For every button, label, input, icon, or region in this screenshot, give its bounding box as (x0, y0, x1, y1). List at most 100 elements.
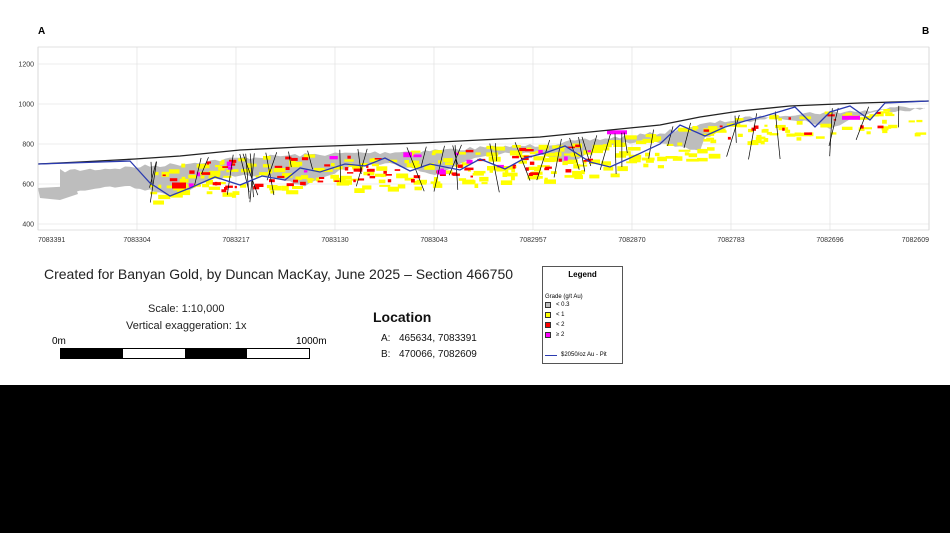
grade-block (303, 154, 316, 158)
grade-block (465, 149, 474, 153)
grade-block (292, 186, 304, 189)
grade-block (218, 166, 225, 171)
grade-block (254, 183, 264, 187)
x-tick-label: 7083043 (420, 237, 447, 244)
grade-block (692, 126, 697, 131)
drill-trace (433, 145, 445, 192)
grade-block (747, 141, 759, 146)
grade-block (461, 162, 471, 166)
legend-subtitle: Grade (g/t Au) (545, 294, 583, 300)
grade-block (785, 129, 791, 133)
grade-block (173, 187, 186, 191)
grade-block (641, 157, 655, 161)
grade-block (362, 185, 372, 190)
grade-block (703, 139, 711, 142)
grade-block (171, 194, 183, 198)
y-tick-label: 1200 (18, 62, 34, 69)
grade-block (487, 166, 497, 171)
grade-block (804, 132, 812, 135)
grade-block (344, 159, 354, 162)
grade-block (530, 172, 539, 175)
grade-block (201, 172, 211, 175)
grade-block (307, 178, 313, 183)
grade-block (769, 117, 779, 120)
grade-block (216, 174, 220, 177)
grade-block (845, 112, 853, 115)
grade-block (526, 147, 532, 151)
grade-block (431, 153, 436, 156)
grade-block (527, 174, 540, 180)
grade-block (629, 159, 633, 162)
grade-block (387, 186, 399, 192)
grade-block (881, 126, 892, 129)
drill-trace (420, 146, 427, 169)
grade-block (224, 187, 228, 190)
grade-block (225, 185, 233, 188)
grade-block (719, 125, 723, 128)
grade-block (300, 175, 309, 180)
drill-trace (149, 161, 157, 203)
grade-block (577, 164, 588, 167)
drill-trace (623, 132, 628, 154)
grade-block (842, 115, 860, 120)
grade-block (794, 132, 801, 137)
grade-block (549, 156, 559, 162)
grade-block (545, 166, 552, 169)
grade-block (366, 165, 369, 168)
grade-block (589, 174, 600, 179)
drill-trace (454, 145, 459, 190)
grade-block (908, 120, 915, 123)
grade-block (443, 170, 453, 174)
grade-block (458, 178, 467, 181)
grade-block (414, 186, 422, 191)
drill-trace (266, 152, 278, 181)
grade-block (234, 185, 237, 189)
grade-block (564, 159, 574, 164)
grade-block (196, 172, 201, 177)
grade-block (497, 164, 504, 168)
drill-trace (569, 137, 580, 170)
grade-block (879, 111, 890, 114)
scale-bar-segment (185, 349, 247, 358)
grade-block (269, 179, 275, 183)
grade-block (575, 144, 580, 148)
grade-block (340, 175, 352, 180)
grade-block (510, 175, 515, 181)
drill-trace (614, 133, 617, 175)
legend-title: Legend (568, 270, 597, 279)
scale-bar-segment (61, 349, 123, 358)
grade-block (273, 168, 286, 173)
grade-block (697, 148, 708, 154)
grade-block (615, 153, 627, 158)
x-tick-label: 7082783 (717, 237, 744, 244)
grade-block (375, 173, 387, 177)
grade-block (636, 140, 647, 145)
grade-block (330, 174, 339, 179)
grade-block (650, 137, 659, 142)
location-a: A: 465634, 7083391 (381, 333, 477, 344)
grade-block (583, 150, 593, 155)
grade-block (424, 165, 435, 170)
scale-text: Scale: 1:10,000 (148, 303, 225, 315)
grade-block (628, 154, 642, 160)
grade-block (259, 172, 268, 176)
grade-block (544, 179, 556, 184)
axes: 1200 1000 800 600 400 7083391 7083304 7083217 70… (18, 46, 930, 244)
grade-block (383, 170, 387, 174)
grade-block (601, 161, 611, 166)
grade-block (226, 169, 230, 173)
grade-block (715, 130, 727, 133)
drill-trace (245, 153, 250, 199)
grade-block (737, 133, 743, 137)
grade-block (481, 182, 488, 185)
grade-block (914, 133, 921, 137)
grade-block (877, 113, 884, 117)
grade-block (511, 167, 516, 173)
grade-block (295, 176, 302, 181)
grade-block (219, 161, 224, 165)
grade-block (885, 113, 895, 117)
grade-block (262, 164, 271, 168)
drill-trace (553, 138, 562, 178)
grade-block (474, 183, 479, 188)
grade-block (860, 125, 864, 129)
